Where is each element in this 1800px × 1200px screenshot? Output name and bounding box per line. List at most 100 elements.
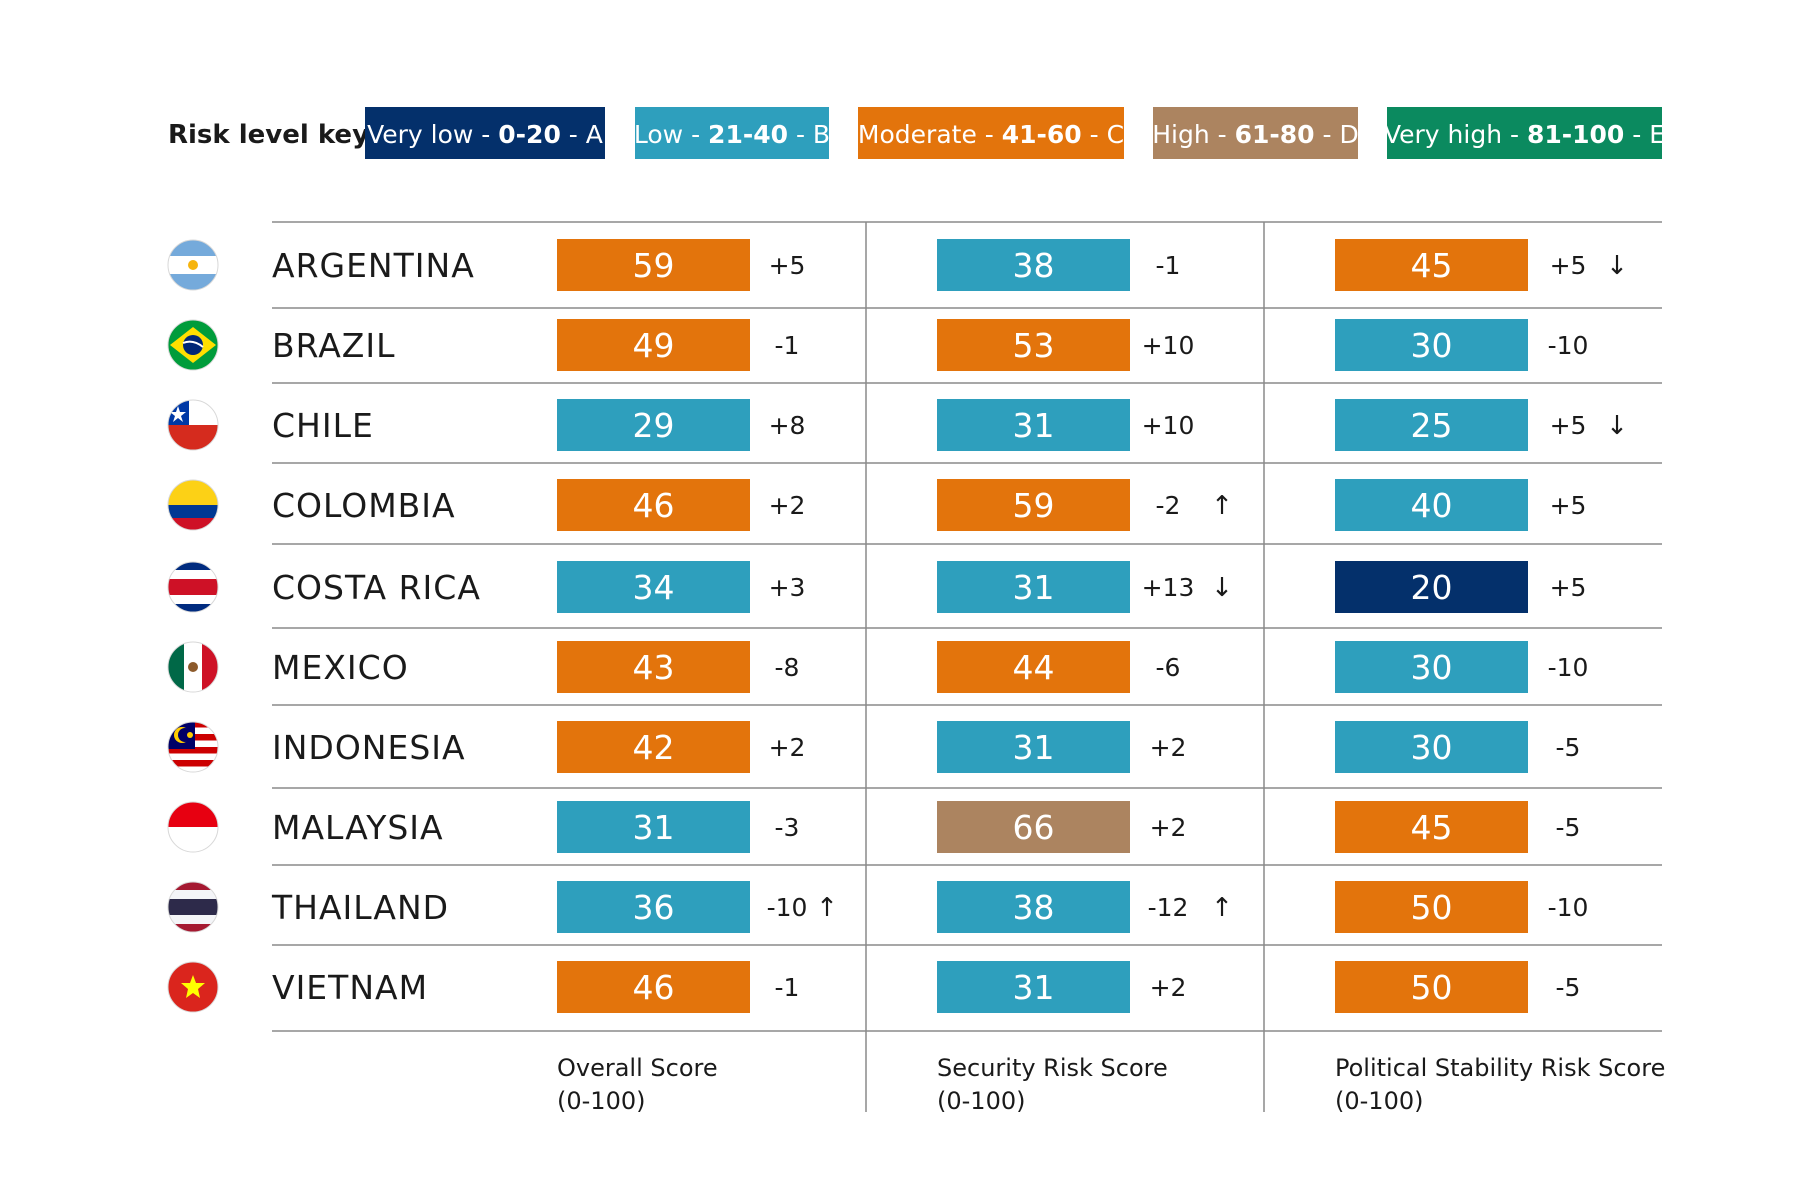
country-name: COSTA RICA (272, 568, 481, 607)
table-grid (272, 221, 1662, 1112)
table-row: THAILAND 36 -10 ↑ 38 -12 ↑ 50 -10 (167, 881, 1588, 933)
column-titles: Overall Score (0-100) Security Risk Score (… (557, 1054, 1665, 1115)
legend-range: 81-100 (1527, 120, 1624, 149)
flag-graphic (168, 480, 218, 530)
legend-swatch (1153, 107, 1358, 159)
security-score-label: 31 (1013, 406, 1055, 445)
political-score-label: 30 (1411, 326, 1453, 365)
flag-outline (167, 319, 219, 371)
flag-outline (167, 881, 219, 933)
table-row: CHILE 29 +8 31 +10 25 +5 ↓ (167, 399, 1628, 451)
flag-graphic (168, 320, 218, 370)
flag-outline (167, 561, 219, 613)
costa-rica-flag-icon (167, 561, 219, 613)
flag-outline (167, 801, 219, 853)
country-name: CHILE (272, 406, 374, 445)
political-score-bar (1335, 961, 1528, 1013)
table-row: MALAYSIA 31 -3 66 +2 45 -5 (167, 801, 1580, 853)
security-change-label: -6 (1156, 653, 1181, 682)
mexico-flag-icon (167, 641, 219, 693)
legend-swatch (858, 107, 1124, 159)
political-score-bar (1335, 479, 1528, 531)
legend-level: Very low - (367, 120, 498, 149)
security-score-bar (937, 961, 1130, 1013)
country-name: MEXICO (272, 648, 409, 687)
political-change-label: +5 (1550, 491, 1587, 520)
flag-graphic (168, 642, 218, 692)
security-score-label: 66 (1013, 808, 1055, 847)
table-row: COLOMBIA 46 +2 59 -2 ↑ 40 +5 (167, 479, 1586, 531)
political-score-bar (1335, 721, 1528, 773)
political-score-label: 50 (1411, 968, 1453, 1007)
political-score-label: 40 (1411, 486, 1453, 525)
argentina-flag-icon (167, 239, 219, 291)
legend-swatch (365, 107, 605, 159)
political-score-label: 25 (1411, 406, 1453, 445)
security-score-bar (937, 881, 1130, 933)
overall-score-label: 42 (633, 728, 675, 767)
table-row: BRAZIL 49 -1 53 +10 30 -10 (167, 319, 1588, 371)
security-change-label: +2 (1150, 733, 1187, 762)
flag-graphic (168, 802, 218, 852)
political-score-bar (1335, 561, 1528, 613)
overall-score-label: 59 (633, 246, 675, 285)
legend-grade: - A (561, 120, 603, 149)
flag-outline (167, 961, 219, 1013)
security-change-label: +2 (1150, 813, 1187, 842)
legend-grade: - C (1082, 120, 1124, 149)
flag-outline (167, 721, 219, 773)
overall-column-title: Overall Score (557, 1054, 718, 1082)
overall-score-bar (557, 561, 750, 613)
table-row: INDONESIA 42 +2 31 +2 30 -5 (167, 721, 1580, 773)
overall-score-bar (557, 399, 750, 451)
legend-swatch (1387, 107, 1662, 159)
political-score-bar (1335, 881, 1528, 933)
political-score-bar (1335, 399, 1528, 451)
legend-range: 21-40 (708, 120, 788, 149)
overall-change-label: +8 (769, 411, 806, 440)
overall-change-label: -1 (775, 973, 800, 1002)
political-score-label: 20 (1411, 568, 1453, 607)
legend-grade: - B (788, 120, 830, 149)
overall-score-bar (557, 319, 750, 371)
table-rows: ARGENTINA 59 +5 38 -1 45 +5 ↓ BRAZIL 49 -1 53 +10 30 -… (167, 239, 1628, 1013)
arrow-down-icon: ↓ (1606, 251, 1628, 281)
country-name: COLOMBIA (272, 486, 456, 525)
security-change-label: -1 (1156, 251, 1181, 280)
overall-change-label: -8 (775, 653, 800, 682)
legend-grade: - E (1624, 120, 1665, 149)
country-name: THAILAND (271, 888, 449, 927)
political-score-label: 30 (1411, 648, 1453, 687)
security-score-label: 53 (1013, 326, 1055, 365)
political-score-bar (1335, 641, 1528, 693)
overall-score-bar (557, 961, 750, 1013)
political-score-label: 45 (1411, 808, 1453, 847)
overall-score-label: 46 (633, 486, 675, 525)
security-change-label: -12 (1148, 893, 1189, 922)
flag-outline (167, 239, 219, 291)
political-change-label: -5 (1556, 973, 1581, 1002)
security-change-label: +2 (1150, 973, 1187, 1002)
security-score-label: 44 (1013, 648, 1055, 687)
flag-outline (167, 399, 219, 451)
country-name: MALAYSIA (272, 808, 444, 847)
political-change-label: -5 (1556, 733, 1581, 762)
overall-change-label: +5 (769, 251, 806, 280)
overall-score-label: 31 (633, 808, 675, 847)
table-row: VIETNAM 46 -1 31 +2 50 -5 (167, 961, 1580, 1013)
legend-level: Very high - (1384, 120, 1527, 149)
political-change-label: +5 (1550, 251, 1587, 280)
chile-flag-icon (167, 399, 219, 451)
legend-item-label: High - 61-80 - D (1152, 120, 1359, 149)
overall-score-label: 29 (633, 406, 675, 445)
political-score-label: 45 (1411, 246, 1453, 285)
indonesia-flag-icon (167, 801, 219, 853)
legend-item-label: Very low - 0-20 - A (367, 120, 603, 149)
vietnam-flag-icon (167, 961, 219, 1013)
security-score-bar (937, 641, 1130, 693)
security-score-label: 38 (1013, 246, 1055, 285)
political-change-label: -10 (1548, 653, 1589, 682)
colombia-flag-icon (167, 479, 219, 531)
security-score-label: 31 (1013, 728, 1055, 767)
